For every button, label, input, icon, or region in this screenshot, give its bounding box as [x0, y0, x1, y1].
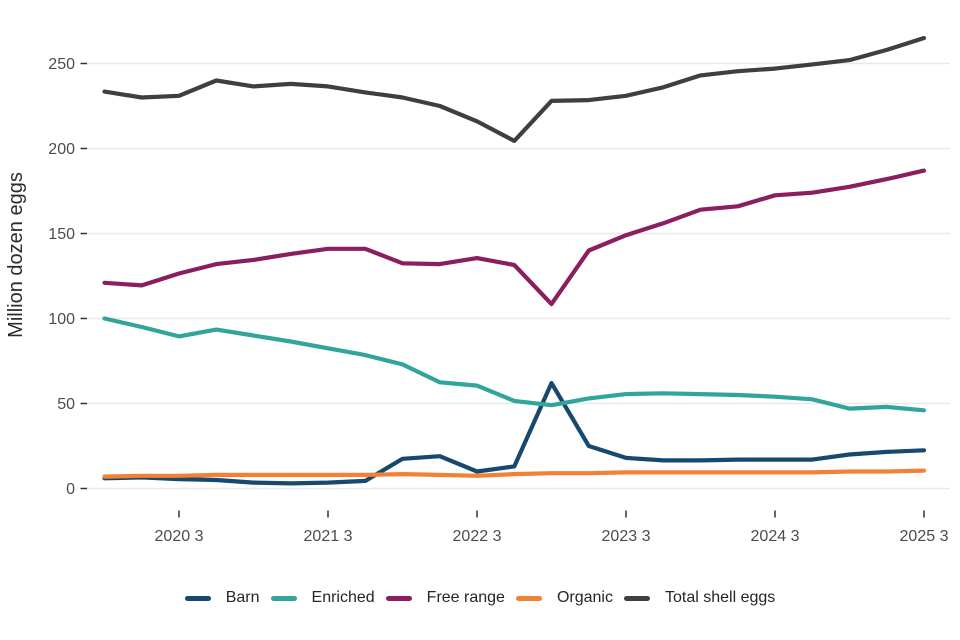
x-tick-label: 2022 3	[453, 528, 502, 545]
x-tick-label: 2020 3	[155, 528, 204, 545]
legend-item-barn: Barn	[184, 586, 260, 610]
chart-legend: Barn Enriched Free range Organic Total shell…	[0, 586, 960, 610]
legend-item-total-shell-eggs: Total shell eggs	[623, 586, 776, 610]
legend-swatch-icon	[270, 595, 297, 601]
series-line-barn	[102, 381, 927, 486]
y-tick-label: 0	[66, 481, 75, 498]
series-line-total-shell-eggs	[102, 35, 927, 143]
legend-item-enriched: Enriched	[270, 586, 375, 610]
legend-swatch-icon	[623, 595, 650, 601]
y-axis-title: Million dozen eggs	[5, 172, 27, 338]
legend-swatch-icon	[515, 595, 542, 601]
y-tick-label: 100	[48, 311, 75, 328]
series-line-free-range	[102, 168, 927, 307]
legend-item-organic: Organic	[515, 586, 613, 610]
legend-item-free-range: Free range	[385, 586, 505, 610]
y-tick-label: 200	[48, 141, 75, 158]
legend-label: Total shell eggs	[664, 589, 776, 606]
legend-label: Free range	[426, 589, 505, 606]
y-tick-label: 50	[57, 396, 75, 413]
x-tick-label: 2024 3	[751, 528, 800, 545]
x-tick-label: 2025 3	[900, 528, 949, 545]
y-tick-label: 150	[48, 226, 75, 243]
x-tick-label: 2021 3	[304, 528, 353, 545]
x-tick-label: 2023 3	[602, 528, 651, 545]
legend-swatch-icon	[184, 595, 211, 601]
series-line-enriched	[102, 316, 927, 413]
y-tick-label: 250	[48, 56, 75, 73]
legend-label: Organic	[556, 589, 613, 606]
series-line-organic	[102, 468, 927, 479]
legend-label: Enriched	[311, 589, 375, 606]
legend-label: Barn	[225, 589, 260, 606]
legend-swatch-icon	[385, 595, 412, 601]
